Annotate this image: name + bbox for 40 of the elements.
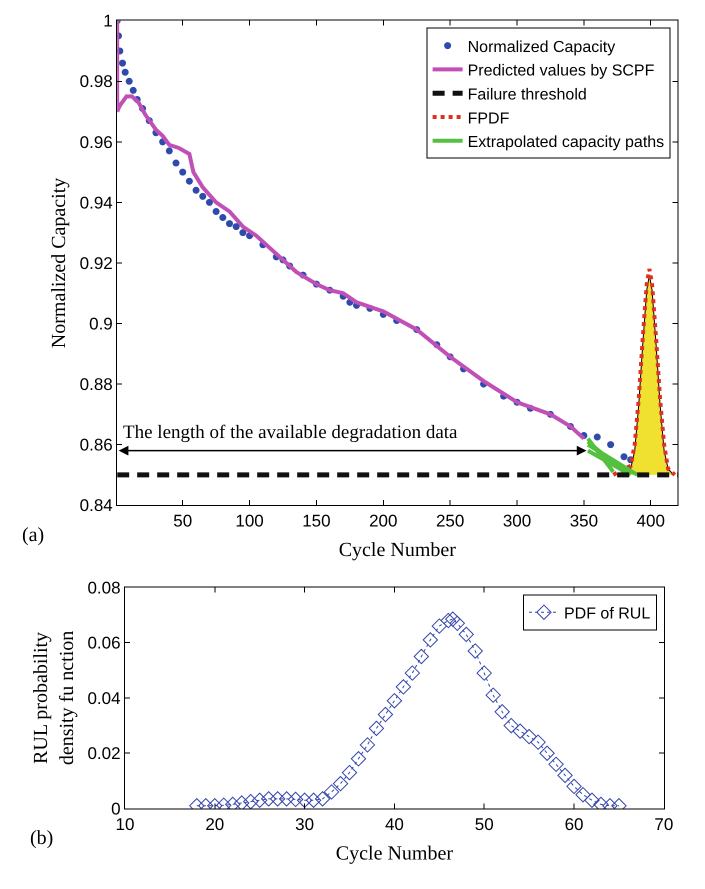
y-tick-label: 0.04 [87,688,121,708]
x-tick-label: 150 [302,512,331,531]
x-tick-label: 30 [295,814,314,834]
x-tick-label: 200 [369,512,398,531]
annotation: The length of the available degradation data [123,422,458,443]
y-tick-label: 0.9 [89,314,113,334]
y-tick-label: 0.86 [80,436,113,455]
y-tick-label: 0.84 [80,496,113,516]
x-tick-label: 350 [570,512,598,531]
y-tick-label: 0.98 [80,72,113,92]
x-tick-label: 60 [564,814,584,834]
y-tick-label: 0.08 [87,578,121,598]
legend-label: Predicted values by SCPF [468,62,655,80]
y-axis-title: Normalized Capacity [48,178,70,348]
x-tick-label: 100 [235,512,264,531]
x-tick-label: 250 [436,512,464,531]
y-tick-label: 1 [103,12,113,31]
x-tick-label: 40 [384,814,404,834]
y-tick-label: 0.02 [87,744,121,764]
x-tick-label: 20 [205,814,224,834]
legend-label: FPDF [468,110,510,128]
y-tick-label: 0.96 [80,132,113,152]
x-tick-label: 70 [654,814,674,834]
y-tick-label: 0.94 [80,193,113,212]
x-tick-label: 400 [636,512,665,531]
y-tick-label: 0.88 [80,375,113,394]
x-tick-label: 50 [173,512,192,531]
legend-label: Normalized Capacity [468,38,616,56]
text: (a) [22,524,44,546]
legend-label: Extrapolated capacity paths [468,134,664,152]
legend-label: PDF of RUL [564,605,650,622]
legend-label: Failure threshold [468,86,587,104]
x-tick-label: 300 [502,512,532,531]
y-tick-label: 0.92 [80,254,113,273]
x-axis-title: Cycle Number [338,539,456,562]
x-axis-title: Cycle Number [336,842,454,864]
x-tick-label: 50 [474,814,494,834]
y-tick-label: 0.06 [87,634,121,653]
y-axis-title: RUL probability density fu nction [30,630,78,766]
text: (b) [30,827,54,849]
